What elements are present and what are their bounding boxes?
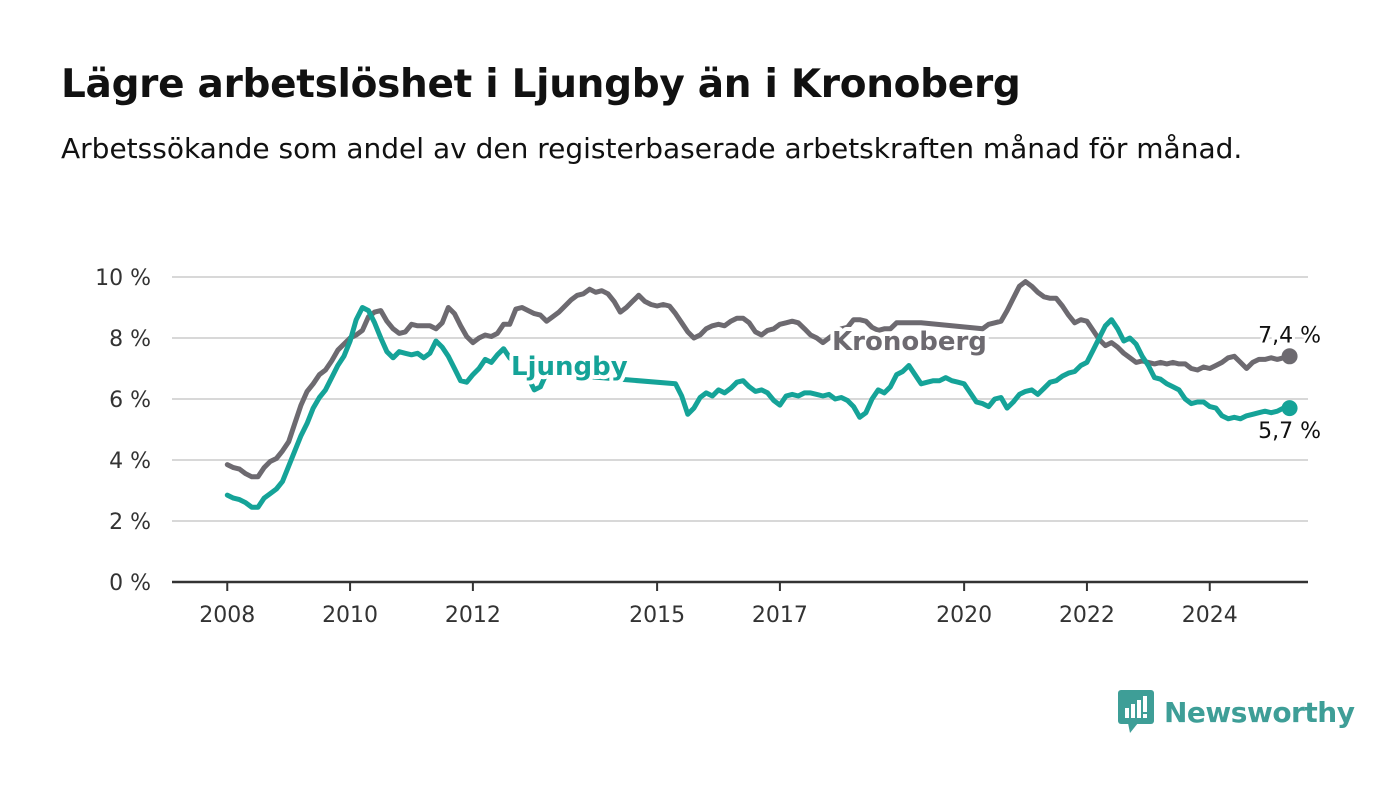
series-line-ljungby	[224, 305, 1293, 510]
series-labels: Kronoberg Ljungby 7,4 % 5,7 %	[507, 320, 1324, 447]
x-tick-label: 2010	[322, 603, 378, 628]
x-tick-label: 2015	[629, 603, 685, 628]
bar-chart-speech-icon	[1118, 690, 1154, 733]
x-tick-label: 2024	[1182, 603, 1238, 628]
end-point-kronoberg	[1281, 348, 1298, 365]
y-axis: 0 % 2 % 4 % 6 % 8 % 10 %	[95, 266, 151, 596]
x-axis: 2008 2010 2012 2015 2017 2020 2022 2024	[199, 582, 1238, 628]
y-tick-label: 4 %	[109, 449, 151, 474]
x-tick-label: 2008	[199, 603, 255, 628]
y-tick-label: 10 %	[95, 266, 151, 291]
x-tick-label: 2020	[936, 603, 992, 628]
x-tick-label: 2017	[752, 603, 808, 628]
end-label-ljungby: 5,7 %	[1258, 419, 1321, 444]
x-tick-label: 2022	[1059, 603, 1115, 628]
brand-logo: Newsworthy	[1118, 690, 1355, 734]
chart-title: Lägre arbetslöshet i Ljungby än i Kronob…	[61, 62, 1021, 107]
x-tick-label: 2012	[445, 603, 501, 628]
grid-lines	[172, 276, 1308, 584]
y-tick-label: 2 %	[109, 510, 151, 535]
brand-name: Newsworthy	[1164, 695, 1355, 729]
series-label-ljungby: Ljungby	[511, 352, 628, 382]
y-tick-label: 6 %	[109, 388, 151, 413]
series-lines	[224, 279, 1298, 510]
chart-subtitle: Arbetssökande som andel av den registerb…	[61, 132, 1243, 165]
series-label-kronoberg: Kronoberg	[832, 327, 987, 357]
series-line-kronoberg	[224, 279, 1293, 480]
y-tick-label: 8 %	[109, 327, 151, 352]
y-tick-label: 0 %	[109, 571, 151, 596]
end-label-kronoberg: 7,4 %	[1258, 323, 1321, 348]
end-point-ljungby	[1281, 400, 1298, 417]
